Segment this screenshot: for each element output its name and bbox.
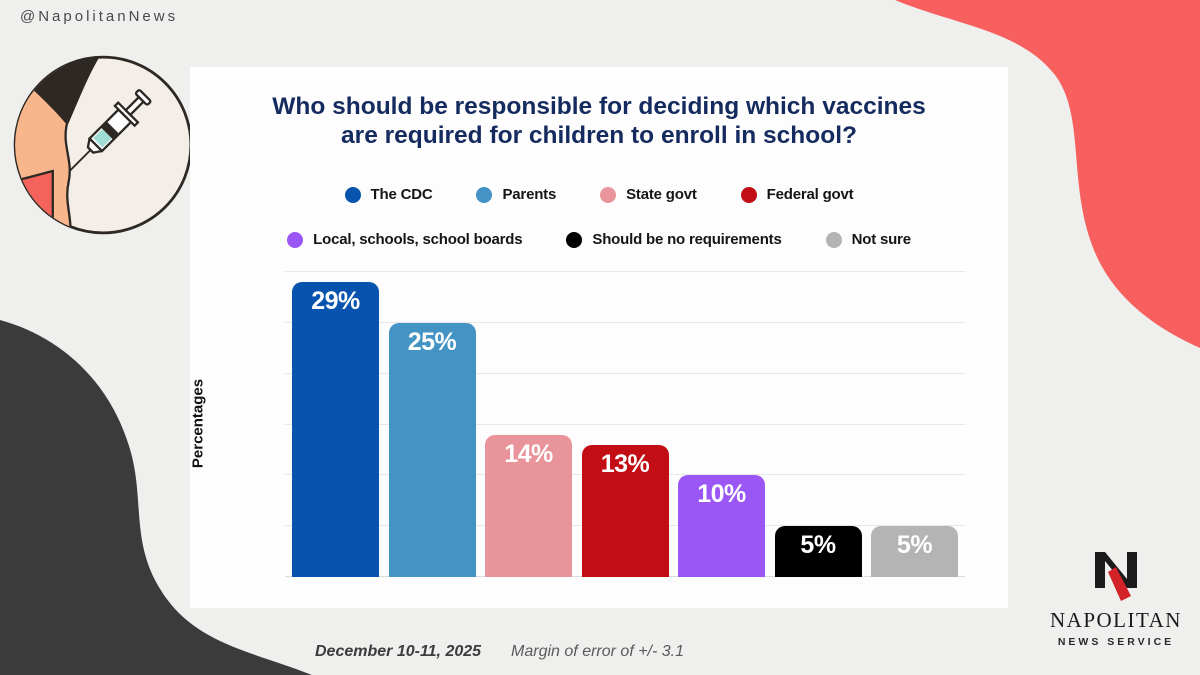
legend-label: Not sure: [851, 231, 911, 248]
legend-item: Parents: [476, 186, 556, 203]
bar-federal-govt: 13%: [581, 444, 669, 577]
legend-item: Should be no requirements: [566, 231, 782, 248]
napolitan-n-mark-icon: [1095, 552, 1137, 601]
gridline-25-percent: [285, 321, 965, 323]
legend-label: Federal govt: [766, 186, 854, 203]
legend-label: Local, schools, school boards: [313, 231, 523, 248]
gridline-20-percent: [285, 372, 965, 374]
vaccine-illustration-icon: [13, 55, 193, 235]
legend-item: Local, schools, school boards: [287, 231, 523, 248]
legend-dot-icon: [740, 186, 757, 203]
logo-name: NAPOLITAN: [1050, 608, 1182, 632]
bar-value-label: 29%: [311, 287, 360, 316]
gridline-30-percent: [285, 271, 965, 272]
bar-value-label: 5%: [800, 531, 836, 560]
bar-parents: 25%: [388, 322, 476, 577]
legend-label: Parents: [502, 186, 557, 203]
bar-value-label: 5%: [896, 531, 933, 560]
legend-item: The CDC: [344, 186, 433, 203]
legend-dot-icon: [825, 231, 842, 248]
legend-label: State govt: [626, 186, 697, 203]
legend-item: Not sure: [825, 231, 911, 248]
bar-value-label: 14%: [504, 439, 553, 468]
bar-should-be-no-requirements: 5%: [774, 526, 862, 577]
legend-dot-icon: [600, 186, 617, 203]
footer: December 10-11, 2025 Margin of error of …: [315, 643, 684, 661]
legend-item: Federal govt: [740, 186, 854, 203]
legend-dot-icon: [566, 231, 583, 248]
chart-card: Who should be responsible for deciding w…: [190, 67, 1008, 608]
syringe-icon: [68, 89, 152, 172]
legend-label: Should be no requirements: [592, 231, 782, 248]
legend-dot-icon: [344, 186, 361, 203]
legend-row-2: Local, schools, school boards Should be n…: [190, 231, 1008, 248]
logo-subtitle: NEWS SERVICE: [1057, 636, 1175, 648]
legend-dot-icon: [476, 186, 493, 203]
bars-group: 29% 25% 14% 13% 10% 5% 5%: [292, 272, 958, 577]
chart-title: Who should be responsible for deciding w…: [272, 93, 926, 149]
legend-item: State govt: [600, 186, 697, 203]
social-handle: @NapolitanNews: [20, 8, 179, 25]
margin-of-error: Margin of error of +/- 3.1: [511, 643, 685, 660]
bar-the-cdc: 29%: [292, 282, 379, 577]
bar-chart-plot-area: 29% 25% 14% 13% 10% 5% 5%: [285, 271, 965, 577]
legend-row-1: The CDC Parents State govt Federal govt: [190, 186, 1008, 203]
bar-value-label: 25%: [407, 327, 457, 356]
bar-not-sure: 5%: [871, 526, 958, 577]
legend-dot-icon: [287, 231, 304, 248]
napolitan-logo: NAPOLITAN NEWS SERVICE: [1040, 552, 1192, 648]
legend-label: The CDC: [370, 186, 433, 203]
bar-local-schools-school-boards: 10%: [678, 475, 765, 577]
bar-value-label: 13%: [600, 449, 650, 478]
survey-date: December 10-11, 2025: [315, 643, 482, 660]
bar-state-govt: 14%: [485, 434, 572, 577]
y-axis-label: Percentages: [189, 378, 207, 469]
gridline-15-percent: [285, 423, 965, 425]
bar-value-label: 10%: [697, 480, 746, 509]
